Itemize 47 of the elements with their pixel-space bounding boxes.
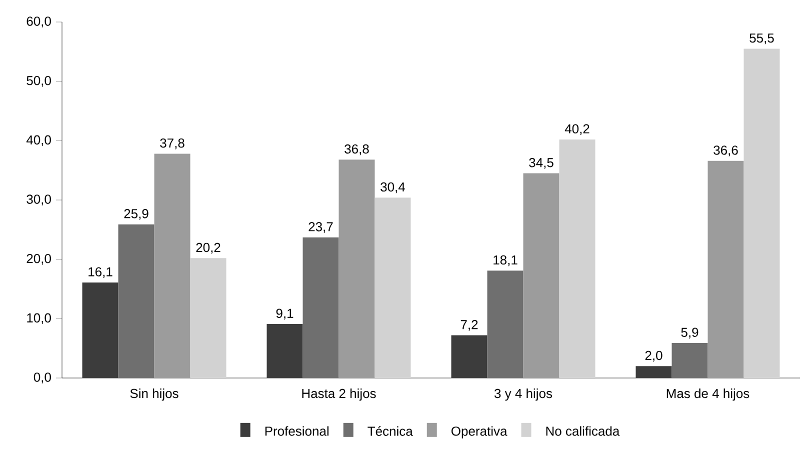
- data-label: 18,1: [494, 255, 518, 266]
- data-label: 20,2: [196, 242, 220, 254]
- x-tick-label: Mas de 4 hijos: [666, 388, 750, 401]
- bar: [374, 198, 411, 378]
- y-tick-label: 10,0: [27, 313, 51, 324]
- legend-label: Operativa: [451, 426, 508, 438]
- data-label: 36,6: [714, 146, 738, 156]
- y-tick-label: 40,0: [26, 135, 51, 146]
- bar: [636, 366, 672, 378]
- data-label: 7,2: [460, 320, 478, 331]
- bar: [487, 270, 524, 378]
- y-tick-label: 50,0: [26, 76, 51, 87]
- data-label: 55,5: [750, 34, 774, 44]
- legend-label: Técnica: [368, 426, 413, 436]
- y-tick-label: 20,0: [26, 254, 51, 265]
- bar: [744, 48, 780, 378]
- bar: [302, 237, 339, 378]
- bar: [708, 160, 744, 378]
- data-label: 5,9: [681, 328, 698, 338]
- bar: [82, 282, 118, 378]
- data-label: 25,9: [124, 209, 148, 220]
- x-tick-label: Hasta 2 hijos: [302, 388, 376, 401]
- y-tick-label: 30,0: [26, 194, 51, 206]
- data-label: 40,2: [564, 124, 590, 135]
- bar: [338, 160, 375, 378]
- data-label: 23,7: [308, 222, 333, 233]
- data-label: 2,0: [645, 350, 662, 362]
- bar: [118, 224, 154, 378]
- data-label: 34,5: [529, 158, 554, 169]
- x-tick-label: 3 y 4 hijos: [494, 388, 552, 401]
- bar: [672, 342, 708, 378]
- bar: [451, 335, 488, 378]
- data-label: 9,1: [276, 308, 294, 320]
- bar: [559, 139, 596, 378]
- bar: [190, 258, 226, 378]
- data-label: 37,8: [160, 138, 184, 150]
- data-label: 36,8: [344, 144, 369, 156]
- y-tick-label: 0,0: [34, 372, 51, 384]
- legend-label: No calificada: [546, 426, 620, 436]
- bar: [523, 173, 560, 378]
- data-label: 16,1: [88, 267, 112, 278]
- bar: [266, 324, 303, 378]
- bar: [154, 154, 190, 378]
- x-tick-label: Sin hijos: [130, 388, 178, 401]
- data-label: 30,4: [380, 182, 406, 194]
- y-tick-label: 60,0: [26, 16, 51, 28]
- legend-label: Profesional: [265, 426, 328, 436]
